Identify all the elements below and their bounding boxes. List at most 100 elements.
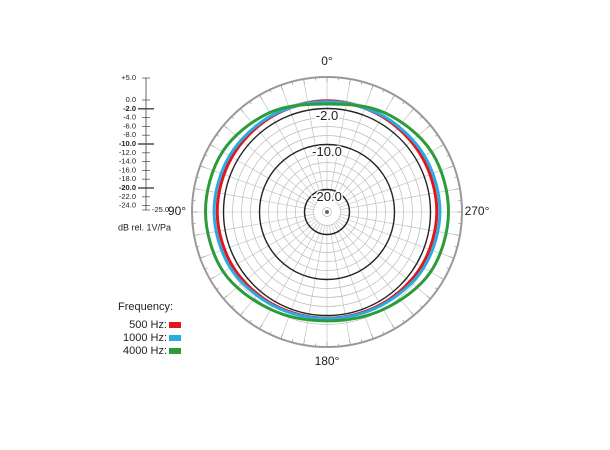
ring-tick bbox=[410, 311, 415, 316]
radial-line bbox=[280, 224, 323, 339]
ring-label: -2.0 bbox=[316, 108, 338, 123]
radial-line bbox=[200, 216, 315, 259]
ring-tick bbox=[402, 319, 405, 323]
scale-label: -10.0 bbox=[119, 139, 136, 148]
ring-tick bbox=[223, 295, 228, 300]
ring-tick bbox=[434, 134, 438, 137]
grid-circle bbox=[222, 107, 432, 317]
ring-tick bbox=[209, 276, 215, 280]
scale-label: -8.0 bbox=[123, 130, 136, 139]
grid-circle bbox=[258, 143, 396, 281]
scale-label: -4.0 bbox=[123, 113, 136, 122]
grid-circle bbox=[250, 135, 404, 289]
radial-line bbox=[338, 144, 445, 206]
ring-label: -10.0 bbox=[312, 144, 342, 159]
legend-swatch bbox=[169, 335, 181, 341]
ring-tick bbox=[360, 81, 363, 85]
ring-label: -20.0 bbox=[312, 189, 342, 204]
series-line bbox=[203, 102, 451, 323]
grid-circle bbox=[286, 171, 368, 253]
ring-tick bbox=[239, 311, 244, 316]
radial-line bbox=[339, 165, 454, 208]
ring-tick bbox=[371, 85, 374, 90]
legend-swatch bbox=[169, 322, 181, 328]
ring-tick bbox=[249, 319, 252, 323]
ring-tick bbox=[193, 188, 200, 190]
grid-circle bbox=[241, 126, 413, 298]
ring-tick bbox=[216, 134, 220, 137]
radial-line bbox=[303, 225, 325, 346]
ring-tick bbox=[349, 78, 351, 85]
angle-label: 180° bbox=[315, 354, 340, 368]
angle-label: 90° bbox=[168, 204, 186, 218]
ring-tick bbox=[449, 165, 454, 168]
radial-line bbox=[209, 144, 316, 206]
ring-tick bbox=[269, 89, 272, 93]
scale-label: -2.0 bbox=[123, 104, 136, 113]
ring-tick bbox=[269, 331, 272, 335]
radial-line bbox=[337, 220, 431, 300]
scale-label: -24.0 bbox=[119, 201, 136, 210]
ring-tick bbox=[454, 245, 458, 248]
ring-tick bbox=[223, 124, 228, 129]
ring-tick bbox=[200, 165, 205, 168]
radial-line bbox=[329, 78, 351, 199]
radial-line bbox=[280, 85, 323, 200]
grid-circle bbox=[277, 162, 377, 262]
ring-tick bbox=[434, 287, 438, 290]
ring-tick bbox=[420, 116, 423, 119]
ring-tick bbox=[204, 267, 208, 270]
radial-line bbox=[193, 188, 314, 210]
ring-tick bbox=[204, 154, 208, 157]
unit-label: dB rel. 1V/Pa bbox=[118, 222, 171, 232]
ring-tick bbox=[196, 245, 200, 248]
radial-line bbox=[337, 124, 431, 204]
ring-tick bbox=[382, 331, 385, 335]
ring-tick bbox=[371, 334, 374, 339]
ring-tick bbox=[209, 144, 215, 148]
scale-label: -16.0 bbox=[119, 165, 136, 174]
ring-tick bbox=[382, 89, 385, 93]
scale-label: -18.0 bbox=[119, 174, 136, 183]
ring-tick bbox=[360, 339, 363, 343]
ring-tick bbox=[410, 108, 415, 113]
grid-circle bbox=[322, 207, 332, 217]
ring-tick bbox=[446, 154, 450, 157]
ring-tick bbox=[454, 176, 458, 179]
ring-tick bbox=[454, 188, 461, 190]
radial-line bbox=[331, 85, 374, 200]
scale-label: -22.0 bbox=[119, 192, 136, 201]
radial-line bbox=[340, 188, 461, 210]
ring-tick bbox=[280, 334, 283, 339]
ring-tick bbox=[426, 295, 431, 300]
legend-label: 500 Hz: bbox=[129, 319, 167, 331]
grid-circle bbox=[303, 188, 351, 236]
scale-label: -20.0 bbox=[119, 183, 136, 192]
radial-line bbox=[335, 108, 415, 202]
grid-circle bbox=[313, 198, 341, 226]
center-dot bbox=[325, 210, 329, 214]
scale-label: -6.0 bbox=[123, 121, 136, 130]
radial-line bbox=[223, 220, 317, 300]
angle-label: 0° bbox=[321, 54, 333, 68]
radial-line bbox=[333, 223, 395, 330]
ring-tick bbox=[454, 234, 461, 236]
ring-tick bbox=[303, 339, 305, 346]
ring-tick bbox=[349, 339, 351, 346]
ring-tick bbox=[449, 256, 454, 259]
radial-line bbox=[209, 218, 316, 280]
radial-line bbox=[340, 214, 461, 236]
legend-swatch bbox=[169, 348, 181, 354]
radial-line bbox=[239, 108, 319, 202]
ring-tick bbox=[259, 324, 263, 330]
radial-line bbox=[331, 224, 374, 339]
legend-label: 1000 Hz: bbox=[123, 332, 167, 344]
radial-line bbox=[339, 216, 454, 259]
ring-tick bbox=[280, 85, 283, 90]
radial-line bbox=[223, 124, 317, 204]
radial-line bbox=[329, 225, 351, 346]
radial-line bbox=[338, 218, 445, 280]
ring-tick bbox=[420, 305, 423, 308]
ring-tick bbox=[216, 287, 220, 290]
